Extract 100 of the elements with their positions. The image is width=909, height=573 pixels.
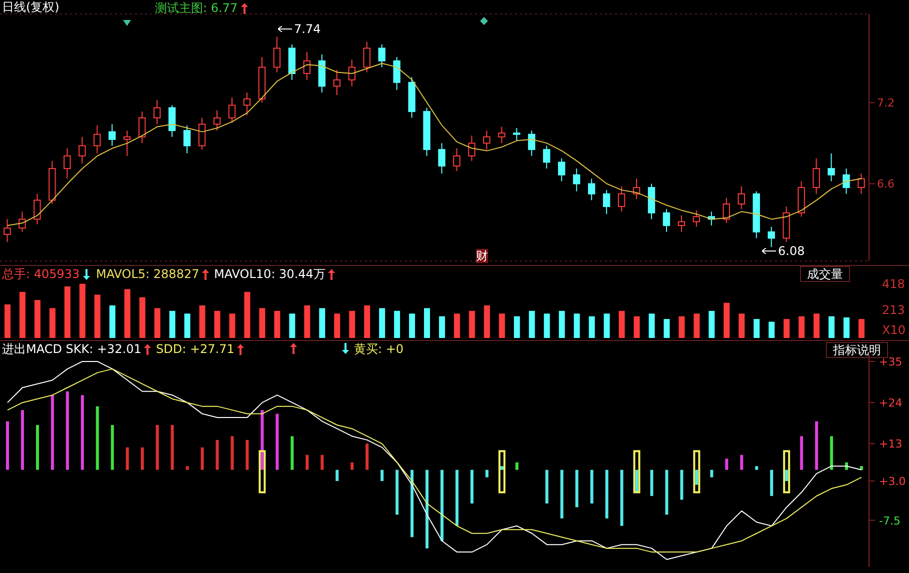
y-tick-label: 7.2	[877, 96, 894, 110]
candlestick	[438, 142, 446, 174]
bar	[633, 450, 640, 494]
bar	[528, 310, 535, 338]
bar	[50, 395, 54, 470]
bar	[754, 319, 760, 338]
candlestick	[333, 69, 340, 96]
bar	[485, 470, 488, 478]
bar	[216, 440, 219, 470]
bar	[410, 470, 414, 538]
bar	[574, 314, 580, 338]
candlestick	[678, 214, 686, 232]
bar	[560, 470, 564, 518]
candlestick	[243, 92, 251, 116]
text: 成交量	[800, 266, 850, 282]
candlestick	[198, 117, 206, 150]
bar	[470, 470, 474, 504]
bar	[380, 470, 384, 482]
bar	[424, 308, 430, 338]
candlestick	[153, 100, 161, 125]
bar	[246, 440, 249, 470]
y-tick-label: +3.0	[879, 475, 906, 488]
candlestick	[468, 135, 476, 162]
candlestick	[213, 110, 221, 132]
candlestick	[78, 136, 86, 164]
text: MAVOL10: 30.44万	[214, 267, 326, 281]
candlestick	[828, 152, 835, 182]
bar	[394, 310, 400, 338]
bar	[590, 470, 594, 504]
candlestick	[183, 124, 191, 154]
bar	[19, 292, 26, 338]
bar	[768, 322, 775, 338]
bar	[79, 284, 86, 338]
bar	[678, 316, 685, 338]
bar	[455, 470, 458, 526]
y-tick-label: +24	[879, 396, 902, 410]
bar	[336, 470, 339, 482]
bar	[740, 454, 744, 470]
bar	[783, 450, 790, 494]
bar	[350, 462, 354, 470]
candlestick	[108, 124, 116, 146]
bar	[244, 292, 250, 338]
candlestick	[4, 218, 11, 242]
y-tick-label: +13	[879, 438, 902, 451]
candlestick	[768, 226, 775, 248]
bar	[124, 289, 130, 338]
bar	[514, 316, 520, 338]
bar	[604, 314, 610, 338]
bar	[828, 316, 835, 338]
annotation: SDD: +27.71	[156, 342, 234, 356]
candlestick	[34, 193, 41, 225]
bar	[708, 310, 715, 338]
bar	[784, 319, 790, 338]
bar	[680, 470, 684, 500]
candlestick	[64, 148, 71, 180]
bar	[695, 470, 698, 485]
candlestick	[378, 44, 386, 68]
bar	[830, 436, 834, 470]
bar	[126, 447, 129, 470]
candlestick	[558, 158, 566, 182]
bar	[693, 450, 700, 494]
bar	[498, 450, 506, 494]
bar	[364, 305, 370, 338]
bar	[199, 305, 206, 338]
bar	[170, 425, 174, 470]
bar	[725, 458, 728, 470]
bar	[426, 470, 429, 548]
candlestick	[572, 168, 580, 192]
bar	[96, 406, 99, 470]
candlestick	[303, 52, 311, 80]
candlestick	[124, 130, 131, 156]
annotation: 7.74	[294, 22, 321, 36]
bar	[49, 308, 56, 338]
bar	[588, 316, 595, 338]
bar	[755, 466, 758, 470]
bar	[618, 310, 625, 338]
bar	[468, 310, 475, 338]
candlestick	[618, 186, 626, 212]
bar	[366, 444, 369, 470]
bar	[20, 410, 24, 470]
bar	[34, 300, 40, 338]
bar	[290, 436, 294, 470]
bar	[438, 316, 445, 338]
bar	[4, 304, 10, 338]
bar	[738, 314, 745, 338]
candlestick	[363, 41, 370, 73]
bar	[320, 454, 324, 470]
bar	[80, 395, 84, 470]
bar	[665, 470, 668, 515]
bar	[36, 425, 39, 470]
bar	[186, 466, 189, 470]
candlestick	[483, 130, 490, 150]
bar	[379, 308, 386, 338]
bar	[800, 436, 804, 470]
bar	[334, 314, 340, 338]
bar	[785, 470, 788, 482]
bar	[289, 314, 296, 338]
annotation: 6.08	[778, 244, 805, 258]
bar	[498, 314, 505, 338]
candlestick	[692, 210, 700, 228]
